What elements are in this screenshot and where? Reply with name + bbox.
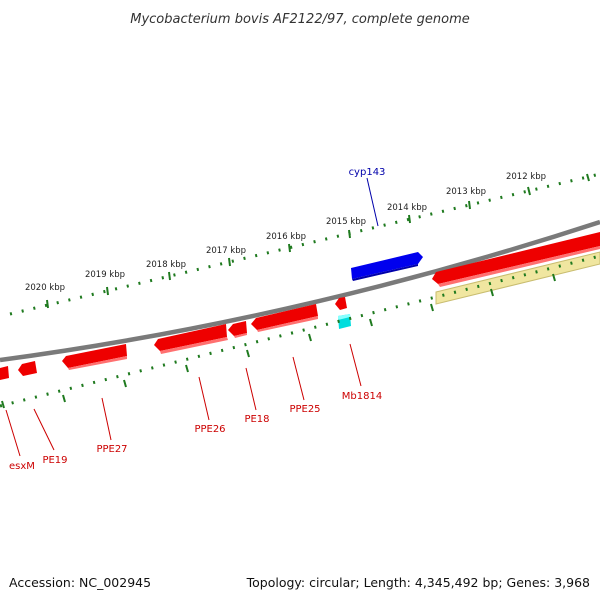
label-PPE25[interactable]: PPE25 [289, 404, 320, 415]
label-PPE27[interactable]: PPE27 [96, 444, 127, 455]
kbp-label-2013: 2013 kbp [446, 187, 486, 197]
kbp-label-2020: 2020 kbp [25, 283, 65, 293]
gene-ppe27-block[interactable] [62, 344, 127, 370]
inner-major-ticks [1, 273, 556, 409]
summary-text: Topology: circular; Length: 4,345,492 bp… [246, 575, 590, 590]
leader-esxM [5, 409, 21, 457]
map-title: Mycobacterium bovis AF2122/97, complete … [130, 12, 469, 27]
kbp-label-2017: 2017 kbp [206, 246, 246, 256]
kbp-label-2018: 2018 kbp [146, 260, 186, 270]
leader-PPE25 [292, 356, 305, 401]
label-esxM[interactable]: esxM [9, 461, 35, 472]
label-cyp143[interactable]: cyp143 [349, 167, 386, 178]
label-PE19[interactable]: PE19 [42, 455, 67, 466]
gene-ppe26-block[interactable] [154, 324, 228, 354]
gene-ppe25-block[interactable] [251, 304, 318, 332]
kbp-label-2019: 2019 kbp [85, 270, 125, 280]
outer-major-ticks [46, 173, 590, 309]
label-PE18[interactable]: PE18 [244, 414, 269, 425]
leader-lines [5, 177, 379, 457]
kbp-labels: 2012 kbp 2013 kbp 2014 kbp 2015 kbp 2016… [25, 172, 546, 293]
leader-Mb1814 [349, 343, 362, 387]
gene-reverse-small-2[interactable] [18, 361, 37, 376]
gene-mb1814[interactable] [338, 314, 351, 329]
leader-PPE26 [198, 376, 210, 421]
leader-PPE27 [101, 397, 112, 441]
genome-backbone [0, 219, 600, 363]
kbp-label-2015: 2015 kbp [326, 217, 366, 227]
kbp-label-2012: 2012 kbp [506, 172, 546, 182]
leader-cyp143 [366, 177, 379, 227]
label-Mb1814[interactable]: Mb1814 [342, 391, 382, 402]
gene-cyp143[interactable] [351, 252, 423, 281]
leader-PE19 [33, 408, 55, 451]
kbp-label-2014: 2014 kbp [387, 203, 427, 213]
gene-pe18-block[interactable] [228, 321, 247, 338]
gene-reverse-small-3[interactable] [335, 297, 347, 310]
leader-PE18 [245, 367, 257, 411]
accession-text: Accession: NC_002945 [9, 575, 151, 590]
outer-tick-track [9, 172, 600, 316]
gene-reverse-small-1[interactable] [0, 366, 9, 380]
label-PPE26[interactable]: PPE26 [194, 424, 225, 435]
kbp-label-2016: 2016 kbp [266, 232, 306, 242]
gene-reverse-large-right[interactable] [432, 232, 600, 287]
